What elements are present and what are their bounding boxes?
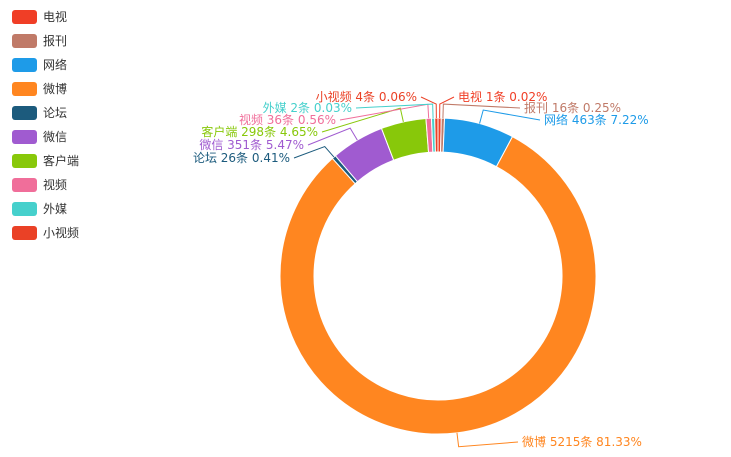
legend-label: 外媒 [43, 202, 67, 216]
slice-label: 网络 463条 7.22% [544, 112, 649, 127]
legend-item[interactable]: 报刊 [12, 33, 67, 48]
legend-label: 微博 [43, 81, 67, 96]
leader-line [479, 109, 541, 124]
legend-item[interactable]: 视频 [12, 177, 67, 192]
legend-swatch [12, 82, 37, 96]
leader-line [355, 103, 434, 119]
legend-label: 微信 [43, 130, 67, 144]
legend-swatch [12, 178, 37, 192]
donut-slice[interactable] [279, 135, 597, 435]
legend-swatch [12, 106, 37, 120]
leader-line [439, 96, 455, 119]
slice-label: 小视频 4条 0.06% [316, 89, 417, 104]
legend-swatch [12, 10, 37, 24]
legend-label: 电视 [43, 9, 67, 24]
slice-label: 客户端 298条 4.65% [201, 124, 318, 139]
legend-label: 论坛 [43, 106, 67, 120]
legend-label: 报刊 [43, 33, 67, 48]
donut-slices [279, 117, 597, 435]
legend-label: 视频 [43, 177, 67, 192]
donut-slice[interactable] [434, 117, 439, 153]
legend-label: 网络 [43, 57, 67, 72]
legend-swatch [12, 58, 37, 72]
legend-item[interactable]: 微信 [12, 130, 67, 144]
slice-label: 微信 351条 5.47% [199, 138, 304, 152]
legend-item[interactable]: 外媒 [12, 202, 67, 216]
slice-label: 微博 5215条 81.33% [522, 434, 642, 449]
legend-swatch [12, 154, 37, 168]
leader-line [321, 107, 404, 133]
slice-label: 论坛 26条 0.41% [193, 151, 290, 165]
legend-item[interactable]: 论坛 [12, 106, 67, 120]
leader-line [442, 103, 521, 119]
legend-item[interactable]: 网络 [12, 57, 67, 72]
slice-label: 报刊 16条 0.25% [524, 100, 621, 115]
leader-line [456, 432, 519, 448]
legend-label: 小视频 [43, 225, 79, 240]
slice-labels: 电视 1条 0.02%报刊 16条 0.25%网络 463条 7.22% 微博 5… [193, 89, 649, 449]
legend-swatch [12, 202, 37, 216]
legend-label: 客户端 [43, 153, 79, 168]
legend-swatch [12, 226, 37, 240]
slice-label: 电视 1条 0.02% [458, 89, 547, 104]
leader-line [307, 127, 358, 146]
leader-line [293, 145, 335, 159]
slice-label: 视频 36条 0.56% [239, 112, 336, 127]
legend-item[interactable]: 客户端 [12, 153, 79, 168]
leader-line [420, 96, 437, 119]
legend-item[interactable]: 电视 [12, 9, 67, 24]
legend-item[interactable]: 微博 [12, 81, 67, 96]
slice-label: 外媒 2条 0.03% [263, 101, 352, 115]
legend-item[interactable]: 小视频 [12, 225, 79, 240]
legend-swatch [12, 130, 37, 144]
legend-swatch [12, 34, 37, 48]
